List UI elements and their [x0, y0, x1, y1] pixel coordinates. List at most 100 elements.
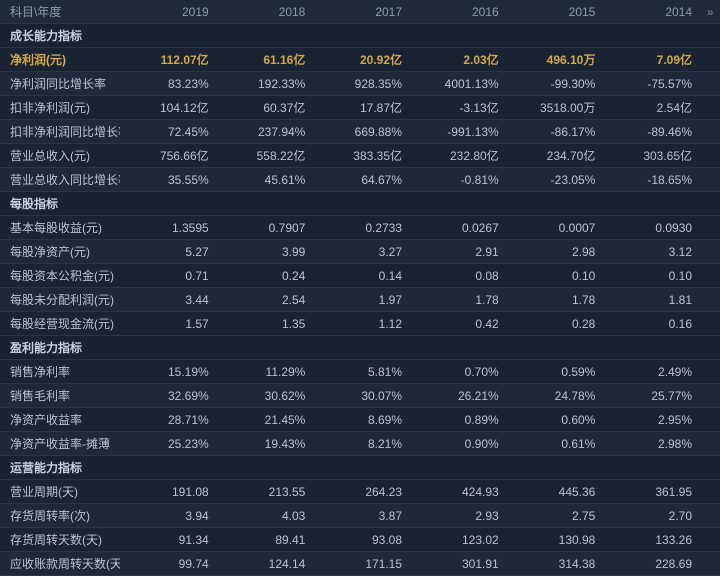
data-cell: 4.03 [217, 506, 314, 526]
data-cell: 2.03亿 [410, 48, 507, 71]
data-cell: 171.15 [313, 554, 410, 574]
data-cell: 35.55% [120, 170, 217, 190]
data-cell: 60.37亿 [217, 96, 314, 119]
data-cell: 2.54 [217, 290, 314, 310]
data-cell: 0.2733 [313, 218, 410, 238]
data-cell: 3.12 [603, 242, 700, 262]
data-cell: -23.05% [507, 170, 604, 190]
data-cell: 21.45% [217, 410, 314, 430]
data-cell: 0.14 [313, 266, 410, 286]
data-row: 扣非净利润(元)104.12亿60.37亿17.87亿-3.13亿3518.00… [0, 96, 720, 120]
data-cell: -18.65% [603, 170, 700, 190]
data-cell: 383.35亿 [313, 144, 410, 167]
row-label: 基本每股收益(元) [0, 216, 120, 239]
data-cell: 26.21% [410, 386, 507, 406]
data-cell: 5.81% [313, 362, 410, 382]
data-row: 存货周转率(次)3.944.033.872.932.752.70 [0, 504, 720, 528]
data-cell: 0.71 [120, 266, 217, 286]
data-cell: 104.12亿 [120, 96, 217, 119]
section-header: 每股指标 [0, 192, 720, 216]
data-row: 营业总收入同比增长率35.55%45.61%64.67%-0.81%-23.05… [0, 168, 720, 192]
data-cell: 124.14 [217, 554, 314, 574]
data-cell: 1.97 [313, 290, 410, 310]
data-cell: 2.54亿 [603, 96, 700, 119]
data-cell: 72.45% [120, 122, 217, 142]
data-cell: 0.90% [410, 434, 507, 454]
data-cell: 1.35 [217, 314, 314, 334]
data-cell: 28.71% [120, 410, 217, 430]
data-cell: 4001.13% [410, 74, 507, 94]
data-cell: 5.27 [120, 242, 217, 262]
row-label: 营业总收入(元) [0, 144, 120, 167]
row-label: 每股资本公积金(元) [0, 264, 120, 287]
data-cell: 15.19% [120, 362, 217, 382]
data-cell: 3.99 [217, 242, 314, 262]
data-cell: 112.07亿 [120, 48, 217, 71]
data-row: 净利润(元)112.07亿61.16亿20.92亿2.03亿496.10万7.0… [0, 48, 720, 72]
data-cell: 0.89% [410, 410, 507, 430]
data-cell: 445.36 [507, 482, 604, 502]
data-cell: 8.69% [313, 410, 410, 430]
year-col[interactable]: 2014 [603, 2, 700, 22]
data-cell: 20.92亿 [313, 48, 410, 71]
data-cell: 0.0930 [603, 218, 700, 238]
data-cell: 232.80亿 [410, 144, 507, 167]
year-col[interactable]: 2015 [507, 2, 604, 22]
row-label: 每股净资产(元) [0, 240, 120, 263]
data-cell: 0.0267 [410, 218, 507, 238]
data-row: 净资产收益率-摊薄25.23%19.43%8.21%0.90%0.61%2.98… [0, 432, 720, 456]
data-cell: 1.78 [410, 290, 507, 310]
section-header: 运营能力指标 [0, 456, 720, 480]
data-cell: -75.57% [603, 74, 700, 94]
data-cell: 3.44 [120, 290, 217, 310]
data-cell: -89.46% [603, 122, 700, 142]
data-cell: 30.62% [217, 386, 314, 406]
data-cell: 25.23% [120, 434, 217, 454]
year-col[interactable]: 2019 [120, 2, 217, 22]
data-cell: 64.67% [313, 170, 410, 190]
data-cell: 45.61% [217, 170, 314, 190]
data-cell: 8.21% [313, 434, 410, 454]
data-cell: 61.16亿 [217, 48, 314, 71]
data-cell: 0.70% [410, 362, 507, 382]
year-col[interactable]: 2017 [313, 2, 410, 22]
data-row: 销售毛利率32.69%30.62%30.07%26.21%24.78%25.77… [0, 384, 720, 408]
year-col[interactable]: 2018 [217, 2, 314, 22]
data-cell: 424.93 [410, 482, 507, 502]
data-row: 销售净利率15.19%11.29%5.81%0.70%0.59%2.49% [0, 360, 720, 384]
data-cell: 93.08 [313, 530, 410, 550]
data-cell: 7.09亿 [603, 48, 700, 71]
data-cell: 1.3595 [120, 218, 217, 238]
next-arrow-icon[interactable]: » [700, 5, 720, 19]
row-label: 每股未分配利润(元) [0, 288, 120, 311]
year-col[interactable]: 2016 [410, 2, 507, 22]
data-cell: 3518.00万 [507, 96, 604, 119]
row-label: 扣非净利润(元) [0, 96, 120, 119]
section-title: 盈利能力指标 [0, 336, 120, 359]
data-cell: 0.10 [603, 266, 700, 286]
data-cell: 17.87亿 [313, 96, 410, 119]
row-label: 营业周期(天) [0, 480, 120, 503]
data-cell: 0.60% [507, 410, 604, 430]
data-cell: 1.57 [120, 314, 217, 334]
data-cell: 133.26 [603, 530, 700, 550]
data-row: 营业周期(天)191.08213.55264.23424.93445.36361… [0, 480, 720, 504]
data-cell: 303.65亿 [603, 144, 700, 167]
data-cell: 1.78 [507, 290, 604, 310]
row-label: 销售净利率 [0, 360, 120, 383]
data-cell: 30.07% [313, 386, 410, 406]
row-label: 存货周转天数(天) [0, 528, 120, 551]
data-row: 每股经营现金流(元)1.571.351.120.420.280.16 [0, 312, 720, 336]
data-row: 应收账款周转天数(天)99.74124.14171.15301.91314.38… [0, 552, 720, 576]
data-cell: 234.70亿 [507, 144, 604, 167]
data-cell: 19.43% [217, 434, 314, 454]
data-cell: 91.34 [120, 530, 217, 550]
section-title: 运营能力指标 [0, 456, 120, 479]
section-header: 成长能力指标 [0, 24, 720, 48]
data-cell: -86.17% [507, 122, 604, 142]
data-cell: 2.49% [603, 362, 700, 382]
data-cell: 24.78% [507, 386, 604, 406]
data-cell: 1.12 [313, 314, 410, 334]
section-title: 成长能力指标 [0, 24, 120, 47]
data-row: 存货周转天数(天)91.3489.4193.08123.02130.98133.… [0, 528, 720, 552]
